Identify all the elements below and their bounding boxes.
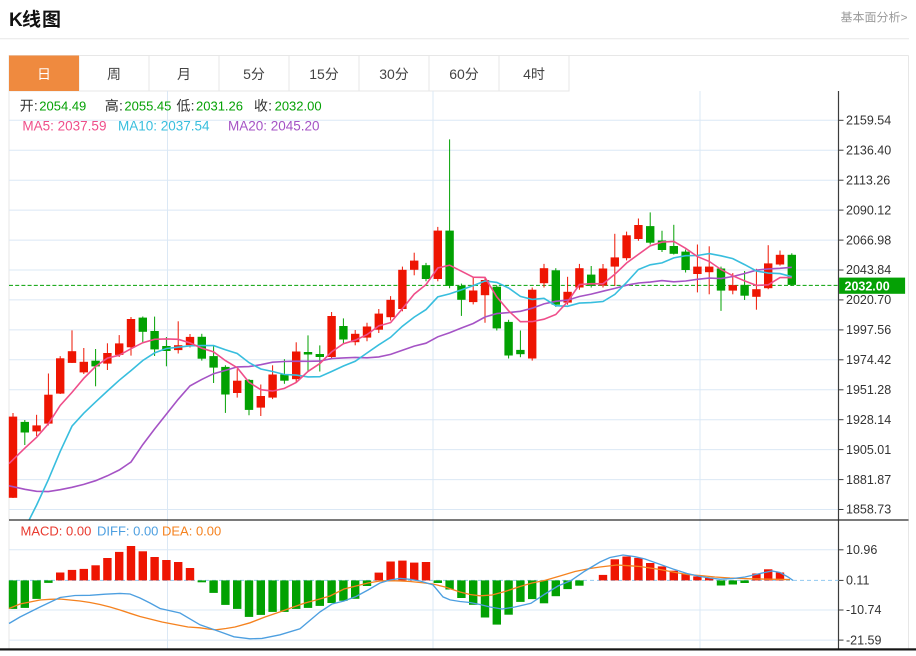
- svg-text::: :: [34, 98, 38, 114]
- svg-text:>: >: [901, 11, 908, 25]
- svg-text:2055.45: 2055.45: [124, 99, 171, 114]
- svg-text:1881.87: 1881.87: [846, 473, 891, 487]
- svg-text:2020.70: 2020.70: [846, 293, 891, 307]
- svg-text:15: 15: [309, 66, 325, 82]
- svg-text:2032.00: 2032.00: [275, 99, 322, 114]
- svg-text:1858.73: 1858.73: [846, 503, 891, 517]
- svg-text:1974.42: 1974.42: [846, 353, 891, 367]
- svg-text:2043.84: 2043.84: [846, 263, 891, 277]
- svg-text:-10.74: -10.74: [846, 603, 881, 617]
- svg-text:MA5: 2037.59: MA5: 2037.59: [22, 119, 106, 134]
- svg-text:10.96: 10.96: [846, 543, 877, 557]
- svg-text:2031.26: 2031.26: [196, 99, 243, 114]
- svg-text:1951.28: 1951.28: [846, 383, 891, 397]
- svg-text::: :: [119, 98, 123, 114]
- svg-text:0.11: 0.11: [846, 574, 869, 588]
- svg-text:2136.40: 2136.40: [846, 143, 891, 157]
- svg-text:DEA: 0.00: DEA: 0.00: [162, 524, 221, 539]
- svg-text:1928.14: 1928.14: [846, 413, 891, 427]
- svg-text:DIFF: 0.00: DIFF: 0.00: [97, 524, 158, 539]
- svg-text:-21.59: -21.59: [846, 633, 881, 647]
- svg-text:MACD: 0.00: MACD: 0.00: [21, 524, 92, 539]
- svg-text:2090.12: 2090.12: [846, 203, 891, 217]
- svg-text::: :: [268, 98, 272, 114]
- svg-text:2066.98: 2066.98: [846, 233, 891, 247]
- svg-text:1997.56: 1997.56: [846, 323, 891, 337]
- svg-text:MA20: 2045.20: MA20: 2045.20: [228, 119, 320, 134]
- svg-text:2159.54: 2159.54: [846, 114, 891, 128]
- svg-text:2113.26: 2113.26: [846, 173, 890, 187]
- svg-text:4: 4: [523, 66, 531, 82]
- svg-text:5: 5: [243, 66, 251, 82]
- svg-text:1905.01: 1905.01: [846, 443, 891, 457]
- svg-text:2054.49: 2054.49: [39, 99, 86, 114]
- svg-text:30: 30: [379, 66, 395, 82]
- svg-text:K: K: [9, 10, 23, 31]
- svg-text::: :: [191, 98, 195, 114]
- svg-text:MA10: 2037.54: MA10: 2037.54: [118, 119, 210, 134]
- svg-text:60: 60: [449, 66, 465, 82]
- svg-text:2032.00: 2032.00: [845, 279, 890, 293]
